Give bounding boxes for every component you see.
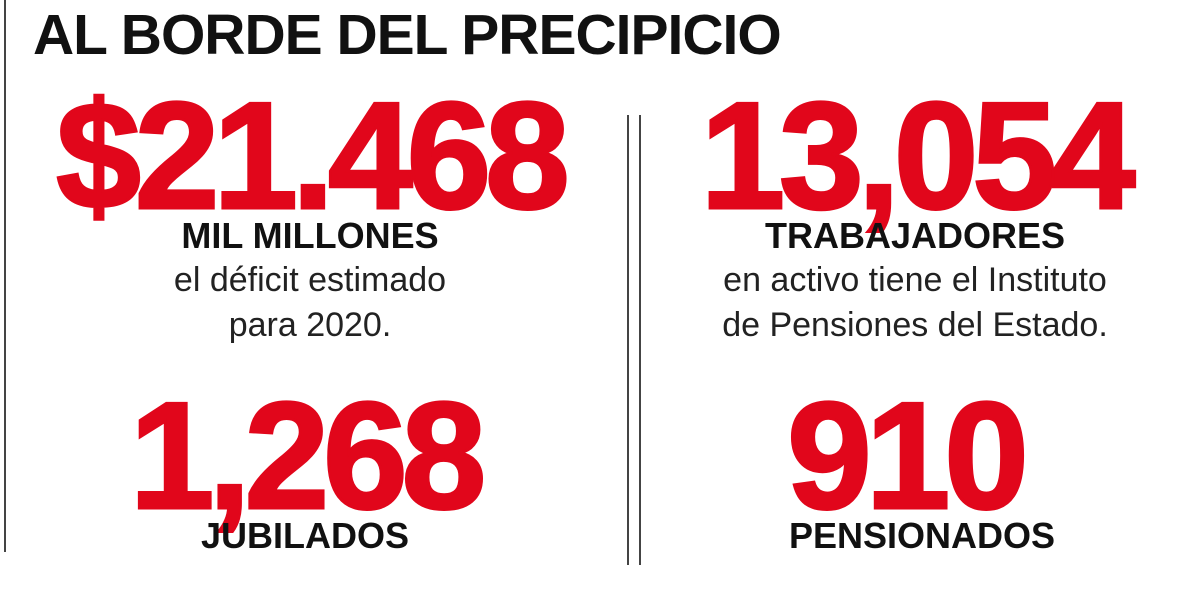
stat-description: para 2020.	[228, 306, 392, 344]
stat-label: MIL MILLONES	[181, 215, 439, 256]
stat-number: 13,054	[699, 71, 1137, 241]
title: AL BORDE DEL PRECIPICIO	[33, 3, 782, 67]
stat-label: JUBILADOS	[200, 515, 410, 556]
stat-description: el déficit estimado	[173, 261, 447, 299]
divider	[639, 115, 641, 565]
stat-label: PENSIONADOS	[788, 515, 1056, 556]
stat-number: $21.468	[55, 71, 571, 241]
left-rule	[4, 0, 6, 552]
divider	[627, 115, 629, 565]
stat-description: en activo tiene el Instituto	[723, 261, 1107, 299]
stat-description: de Pensiones del Estado.	[722, 306, 1108, 344]
stat-number: 1,268	[128, 371, 487, 541]
stat-label: TRABAJADORES	[764, 215, 1066, 256]
stat-number: 910	[786, 371, 1031, 541]
